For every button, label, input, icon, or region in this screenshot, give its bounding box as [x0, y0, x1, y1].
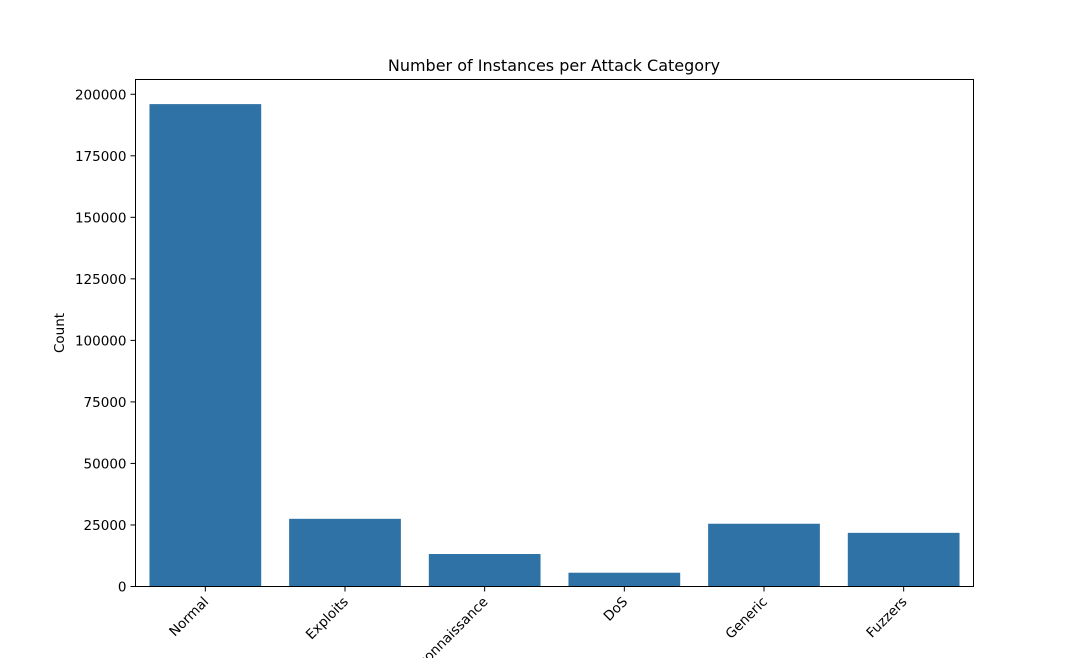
- chart-title: Number of Instances per Attack Category: [388, 56, 720, 75]
- y-tick-label: 125000: [75, 272, 127, 288]
- plot-frame: [135, 79, 974, 587]
- y-tick-label: 75000: [84, 395, 127, 411]
- x-tick-label-reconnaissance: Reconnaissance: [403, 594, 491, 658]
- bar-fuzzers: [847, 532, 960, 587]
- x-tick-label-dos: DoS: [601, 594, 632, 625]
- y-tick-label: 150000: [75, 210, 127, 226]
- y-tick-label: 0: [118, 580, 127, 596]
- y-tick-label: 175000: [75, 149, 127, 165]
- bars-group: [149, 104, 960, 587]
- bar-exploits: [289, 518, 401, 587]
- y-tick-label: 25000: [84, 518, 127, 534]
- y-tick-label: 200000: [75, 87, 127, 103]
- bar-normal: [149, 104, 262, 587]
- y-tick-label: 100000: [75, 333, 127, 349]
- bar-reconnaissance: [428, 554, 541, 587]
- bar-generic: [708, 523, 820, 587]
- x-tick-label-exploits: Exploits: [303, 594, 352, 643]
- y-axis-label: Count: [52, 313, 68, 353]
- y-axis-ticks: 0 25000 50000 75000 100000 125000 150000 175000…: [75, 87, 136, 596]
- x-tick-label-normal: Normal: [166, 594, 212, 640]
- x-tick-label-fuzzers: Fuzzers: [863, 594, 910, 641]
- bar-dos: [568, 572, 681, 587]
- x-axis-ticks: Normal Exploits Reconnaissance DoS Generic Fu…: [166, 586, 910, 658]
- x-tick-label-generic: Generic: [722, 594, 770, 642]
- y-tick-label: 50000: [84, 456, 127, 472]
